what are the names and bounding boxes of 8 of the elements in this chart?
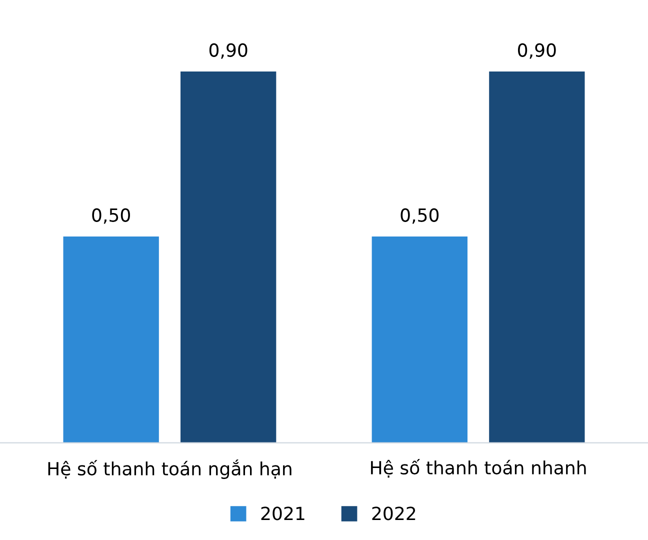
legend-label: 2021 xyxy=(261,506,304,520)
data-label: 0,90 xyxy=(518,43,556,59)
legend-label: 2022 xyxy=(372,506,416,520)
data-label: 0,90 xyxy=(209,43,248,59)
x-tick-label: Hệ số thanh toán ngắn hạn xyxy=(48,459,292,480)
x-tick-label: Hệ số thanh toán nhanh xyxy=(371,459,586,478)
data-label: 0,50 xyxy=(92,208,130,224)
data-label: 0,50 xyxy=(400,208,439,224)
